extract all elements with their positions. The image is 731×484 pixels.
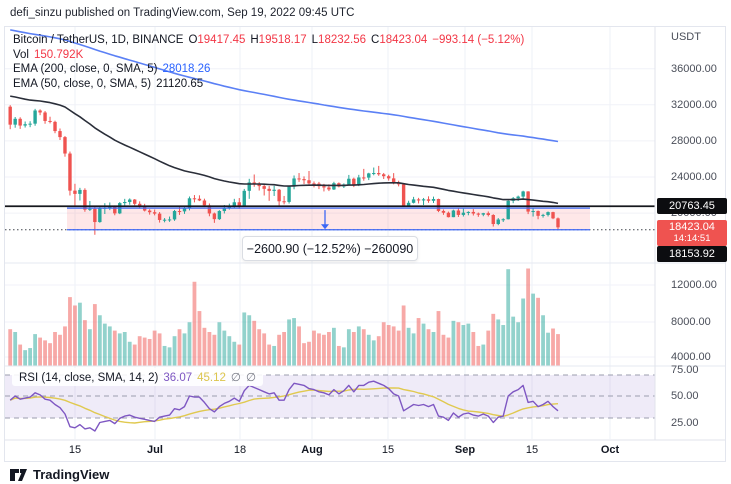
ema50-value: 21120.65 xyxy=(156,77,204,90)
volume-row: Vol 150.792K xyxy=(13,48,524,63)
ema200-row: EMA (200, close, 0, SMA, 5) 28018.26 xyxy=(13,62,524,77)
rsi-value: 36.07 xyxy=(163,372,193,384)
time-axis-label: Jul xyxy=(147,444,163,456)
ema50-row: EMA (50, close, 0, SMA, 5) 21120.65 xyxy=(13,77,524,92)
rsi-label: RSI (14, close, SMA, 14, 2) xyxy=(19,372,159,384)
symbol-title[interactable]: Bitcoin / TetherUS, 1D, BINANCE xyxy=(13,34,184,46)
ema200-label[interactable]: EMA (200, close, 0, SMA, 5) xyxy=(13,63,158,75)
low-label: L xyxy=(311,34,319,46)
time-axis-label: 15 xyxy=(68,444,82,456)
rsi-sma-value: 45.12 xyxy=(197,372,226,384)
price-axis-label: 75.00 xyxy=(671,364,699,376)
time-axis-label: Sep xyxy=(454,444,476,456)
footer-brand: TradingView xyxy=(33,467,110,482)
measure-tooltip: −2600.90 (−12.52%) −260090 xyxy=(242,236,418,261)
vol-value: 150.792K xyxy=(34,48,84,61)
close-value: 18423.04 xyxy=(379,34,428,46)
tradingview-logo-icon xyxy=(10,468,27,481)
price-axis-label: 36000.00 xyxy=(671,63,717,75)
symbol-row: Bitcoin / TetherUS, 1D, BINANCE O19417.45… xyxy=(13,33,524,48)
footer: TradingView xyxy=(10,467,109,482)
open-value: 19417.45 xyxy=(197,34,246,46)
price-level-badge: 18153.92 xyxy=(657,246,727,262)
bar-countdown: 14:14:51 xyxy=(673,233,711,244)
time-axis-label: Aug xyxy=(301,444,323,456)
time-axis-label: Oct xyxy=(600,444,620,456)
vol-label[interactable]: Vol xyxy=(13,48,29,61)
price-axis-label: 8000.00 xyxy=(671,316,711,328)
price-axis-label: 12000.00 xyxy=(671,279,717,291)
high-value: 19518.17 xyxy=(258,34,307,46)
time-axis-label: 18 xyxy=(233,444,247,456)
price-axis-label: 4000.00 xyxy=(671,351,711,363)
price-axis-label: 28000.00 xyxy=(671,135,717,147)
time-axis-label: 15 xyxy=(381,444,395,456)
last-price-badge: 18423.04 14:14:51 xyxy=(657,220,727,246)
attribution-text: defi_sinzu published on TradingView.com,… xyxy=(10,7,355,19)
price-axis-label: 24000.00 xyxy=(671,171,717,183)
close-label: C xyxy=(371,34,380,46)
change-value: −993.14 (−5.12%) xyxy=(432,34,525,46)
rsi-legend[interactable]: RSI (14, close, SMA, 14, 2) 36.07 45.12 ∅ ∅ xyxy=(12,368,263,386)
price-axis-label: 50.00 xyxy=(671,390,699,402)
price-axis-label: 25.00 xyxy=(671,417,699,429)
time-axis-label: 15 xyxy=(525,444,539,456)
price-legend: Bitcoin / TetherUS, 1D, BINANCE O19417.45… xyxy=(13,33,524,91)
price-axis-currency: USDT xyxy=(671,31,701,43)
rsi-empty-set-1: ∅ xyxy=(230,372,241,384)
high-label: H xyxy=(250,34,259,46)
low-value: 18232.56 xyxy=(318,34,367,46)
price-axis-label: 32000.00 xyxy=(671,99,717,111)
ema200-value: 28018.26 xyxy=(162,63,211,75)
open-label: O xyxy=(188,34,198,46)
ema50-label[interactable]: EMA (50, close, 0, SMA, 5) xyxy=(13,77,152,90)
price-level-badge: 20763.45 xyxy=(657,198,727,214)
rsi-empty-set-2: ∅ xyxy=(245,372,256,384)
